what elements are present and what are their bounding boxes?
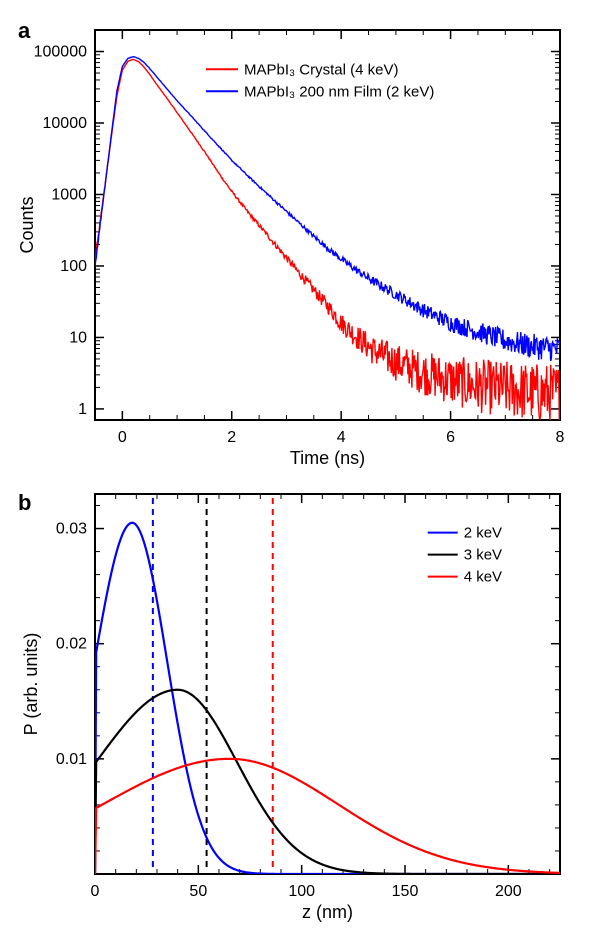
svg-text:P (arb. units): P (arb. units) <box>21 633 41 736</box>
svg-text:8: 8 <box>556 429 565 446</box>
svg-text:0: 0 <box>91 883 100 900</box>
svg-text:50: 50 <box>189 883 207 900</box>
legend-label: MAPbI₃ Crystal (4 keV) <box>244 61 398 78</box>
page: a b 02468110100100010000100000Time (ns)C… <box>0 0 592 944</box>
svg-text:0.02: 0.02 <box>56 636 87 653</box>
svg-text:0.01: 0.01 <box>56 751 87 768</box>
svg-text:10: 10 <box>69 329 87 346</box>
svg-text:0.03: 0.03 <box>56 521 87 538</box>
svg-text:200: 200 <box>495 883 522 900</box>
svg-text:Counts: Counts <box>17 196 37 253</box>
svg-text:100000: 100000 <box>34 44 87 61</box>
chart-b: 0 50 100 150 200 0.01 0.02 0.03 z (nm) P (arb. un… <box>0 470 592 944</box>
chart-a: 0 2 4 6 8 1 10 100 1000 10000 100000 Time (ns) Count… <box>0 0 592 470</box>
legend-label: 2 keV <box>464 525 502 542</box>
svg-text:2: 2 <box>227 429 236 446</box>
svg-text:100: 100 <box>288 883 315 900</box>
svg-text:Time (ns): Time (ns) <box>290 448 365 468</box>
svg-text:1000: 1000 <box>51 186 87 203</box>
svg-text:100: 100 <box>60 258 87 275</box>
svg-text:z (nm): z (nm) <box>302 902 353 922</box>
svg-text:150: 150 <box>392 883 419 900</box>
svg-text:1: 1 <box>78 401 87 418</box>
legend-label: MAPbI₃ 200 nm Film (2 keV) <box>244 83 434 100</box>
svg-text:0: 0 <box>118 429 127 446</box>
legend-label: 4 keV <box>464 569 502 586</box>
svg-text:6: 6 <box>446 429 455 446</box>
legend-label: 3 keV <box>464 547 502 564</box>
svg-text:4: 4 <box>337 429 346 446</box>
svg-text:10000: 10000 <box>43 115 88 132</box>
